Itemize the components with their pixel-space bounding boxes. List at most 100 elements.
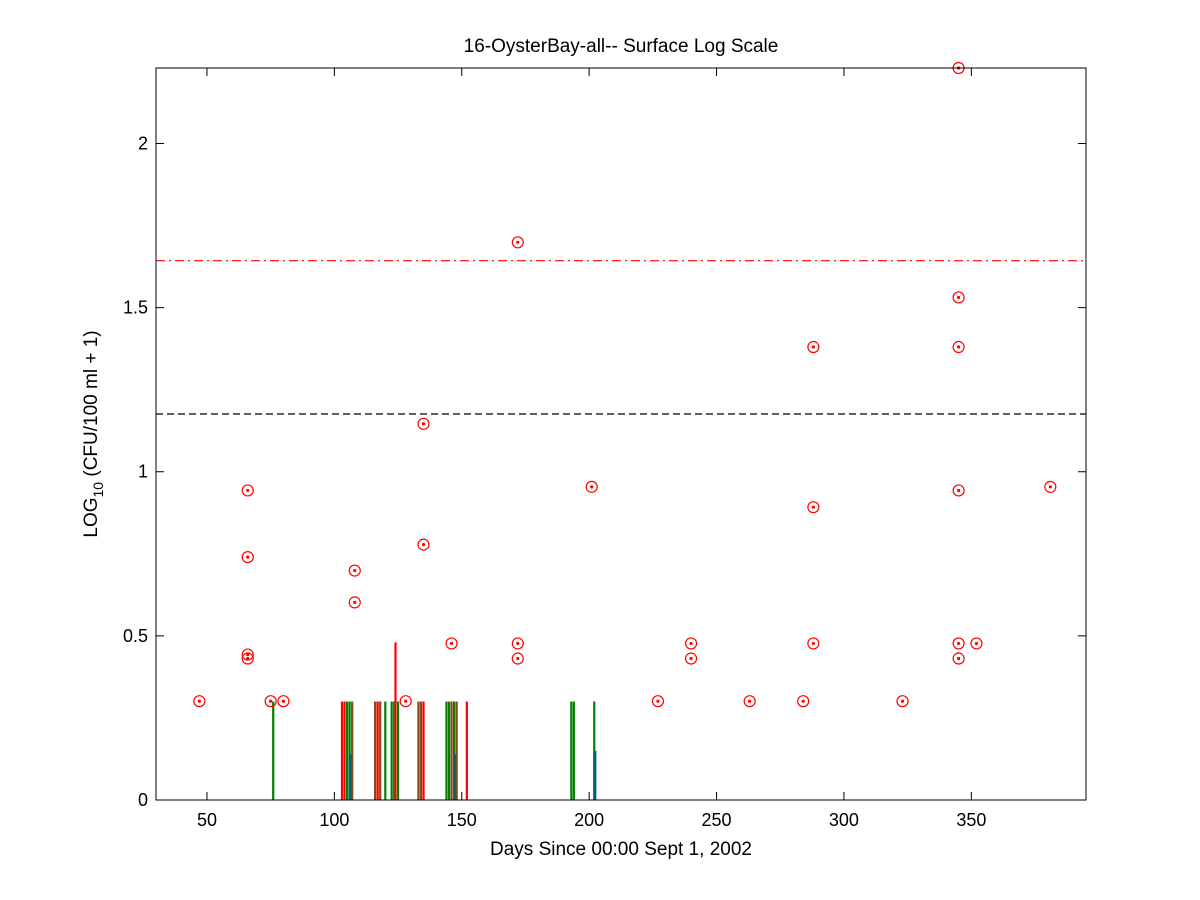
bar-17	[422, 701, 425, 800]
point-marker-ring	[445, 637, 458, 650]
bar-12	[393, 701, 396, 800]
data-point	[241, 550, 254, 564]
data-point	[585, 480, 598, 493]
bar-26	[572, 701, 575, 800]
ticks: 50 100 150 200 250 300 350 0 0.5 1 1.5 2	[123, 68, 1086, 830]
y-tick-label: 2	[138, 133, 148, 153]
bar-4	[348, 701, 351, 800]
point-marker-ring	[417, 417, 430, 430]
data-point	[807, 637, 820, 650]
data-point	[193, 695, 206, 708]
point-marker-dot	[516, 641, 520, 646]
x-tick-label: 350	[956, 810, 986, 830]
point-marker-ring	[241, 652, 254, 665]
data-point	[807, 340, 820, 354]
y-axis-label-sub: 10	[90, 482, 106, 498]
point-marker-ring	[684, 652, 698, 665]
point-marker-dot	[421, 543, 426, 547]
bar-10	[384, 701, 387, 800]
point-marker-ring	[743, 695, 756, 708]
bar-11	[390, 701, 393, 800]
data-point	[241, 652, 254, 665]
point-marker-ring	[511, 236, 524, 249]
point-marker-ring	[241, 484, 254, 497]
data-point	[1044, 480, 1057, 493]
bar-22	[454, 754, 457, 800]
point-marker-ring	[807, 637, 820, 650]
point-marker-dot	[421, 422, 426, 426]
data-point	[511, 652, 524, 665]
point-marker-ring	[952, 340, 965, 354]
point-marker-ring	[348, 596, 361, 609]
bar-0	[272, 701, 275, 800]
point-marker-dot	[281, 699, 285, 703]
point-marker-dot	[689, 641, 693, 646]
point-marker-dot	[801, 699, 805, 703]
data-point	[348, 596, 361, 609]
reference-lines	[156, 260, 1086, 415]
point-marker-dot	[449, 641, 454, 646]
point-marker-ring	[970, 637, 983, 650]
point-marker-dot	[957, 641, 961, 646]
data-point	[684, 637, 698, 650]
x-tick-label: 250	[702, 810, 732, 830]
point-marker-dot	[269, 699, 273, 703]
data-point	[743, 695, 756, 708]
data-point	[952, 291, 965, 304]
bar-2	[343, 701, 346, 800]
point-marker-dot	[1048, 485, 1052, 489]
data-point	[952, 484, 965, 497]
point-marker-ring	[511, 652, 524, 665]
point-marker-dot	[590, 485, 594, 489]
bars-layer	[272, 642, 597, 800]
data-point	[651, 695, 665, 708]
point-marker-ring	[348, 564, 361, 577]
point-marker-ring	[952, 484, 965, 497]
point-marker-dot	[748, 699, 752, 703]
point-marker-dot	[516, 240, 520, 244]
data-point	[348, 564, 361, 577]
point-marker-ring	[417, 538, 430, 551]
bar-9	[379, 701, 382, 800]
bar-1	[340, 701, 344, 800]
bar-20	[450, 701, 453, 800]
point-marker-dot	[246, 488, 250, 493]
data-point	[277, 695, 290, 708]
point-marker-ring	[684, 637, 698, 650]
point-marker-dot	[957, 488, 961, 493]
point-marker-ring	[651, 695, 665, 708]
y-axis-label-main: LOG	[81, 497, 102, 537]
point-marker-ring	[797, 695, 810, 708]
bar-16	[419, 701, 423, 800]
bar-15	[417, 701, 420, 800]
y-axis-label-rest: (CFU/100 ml + 1)	[81, 330, 102, 482]
bar-8	[376, 701, 379, 800]
x-axis-label: Days Since 00:00 Sept 1, 2002	[490, 839, 752, 860]
point-marker-ring	[807, 501, 820, 514]
point-marker-dot	[957, 295, 961, 300]
y-tick-label: 0	[138, 790, 148, 810]
y-tick-label: 1.5	[123, 298, 148, 318]
point-marker-dot	[689, 656, 693, 661]
data-point	[807, 501, 820, 514]
data-point	[417, 538, 430, 551]
bar-18	[445, 701, 448, 800]
point-marker-dot	[246, 652, 250, 657]
point-marker-dot	[900, 699, 905, 703]
bar-3	[345, 701, 349, 800]
point-marker-ring	[952, 291, 965, 304]
x-tick-label: 300	[829, 810, 859, 830]
point-marker-dot	[246, 555, 250, 559]
x-tick-label: 100	[319, 810, 349, 830]
bar-25	[570, 701, 573, 800]
axes	[155, 67, 1087, 801]
point-marker-dot	[957, 345, 961, 349]
point-marker-ring	[399, 695, 412, 708]
data-point	[797, 695, 810, 708]
point-marker-dot	[404, 699, 408, 703]
data-point	[970, 637, 983, 650]
point-marker-ring	[241, 550, 254, 564]
data-point	[684, 652, 698, 665]
bar-14	[396, 701, 400, 800]
bar-7	[374, 701, 377, 800]
